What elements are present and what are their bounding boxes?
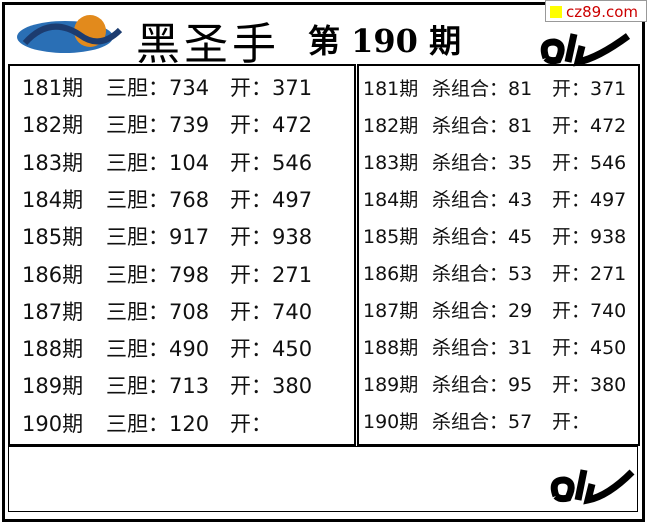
period: 184期 (363, 189, 419, 211)
draw-result: 开：740 (552, 300, 627, 322)
draw-result: 开：938 (230, 225, 313, 250)
draw-result: 开：371 (230, 76, 313, 100)
left-panel (8, 64, 356, 446)
draw-result: 开：740 (230, 299, 313, 324)
pick-three: 三胆：120 (106, 411, 210, 436)
period: 184期 (22, 187, 84, 212)
pick-three: 三胆：734 (106, 76, 210, 100)
kill-combo: 杀组合：45 (432, 226, 533, 248)
draw-result: 开：497 (230, 187, 313, 212)
draw-result: 开：472 (552, 115, 627, 137)
period: 190期 (22, 411, 84, 436)
period: 186期 (22, 262, 84, 287)
bottom-panel (8, 446, 638, 512)
draw-result: 开：938 (552, 226, 627, 248)
pick-three: 三胆：768 (106, 187, 210, 212)
kill-combo: 杀组合：95 (432, 374, 533, 396)
period: 187期 (22, 299, 84, 324)
period: 183期 (363, 152, 419, 174)
pick-three: 三胆：713 (106, 374, 210, 399)
right-panel (357, 64, 640, 446)
kill-combo: 杀组合：57 (432, 411, 533, 433)
period: 189期 (363, 374, 419, 396)
period: 181期 (22, 76, 84, 100)
signature-stroke (550, 469, 635, 505)
signature-stroke (540, 33, 631, 67)
period: 186期 (363, 263, 419, 285)
draw-result: 开：450 (230, 337, 313, 362)
kill-combo: 杀组合：81 (432, 115, 533, 137)
pick-three: 三胆：917 (106, 225, 210, 250)
logo (17, 15, 123, 53)
title: 黑圣手 (136, 19, 280, 70)
kill-combo: 杀组合：29 (432, 300, 533, 322)
issue: 第 190 期 (308, 22, 462, 60)
period: 188期 (363, 337, 419, 359)
kill-combo: 杀组合：53 (432, 263, 533, 285)
draw-result: 开：380 (552, 374, 627, 396)
draw-result: 开：546 (230, 150, 313, 175)
period: 189期 (22, 374, 84, 399)
kill-combo: 杀组合：31 (432, 337, 533, 359)
draw-result: 开：472 (230, 113, 313, 138)
draw-result: 开：450 (552, 337, 627, 359)
watermark: cz89.com (545, 0, 647, 22)
draw-result: 开：380 (230, 374, 313, 399)
pick-three: 三胆：490 (106, 337, 210, 362)
draw-result: 开：271 (230, 262, 313, 287)
kill-combo: 杀组合：43 (432, 189, 533, 211)
logo-shape (22, 23, 123, 46)
kill-combo: 杀组合：81 (432, 78, 533, 100)
watermark-icon (550, 6, 562, 18)
period: 190期 (363, 411, 419, 433)
period: 182期 (363, 115, 419, 137)
signature (550, 469, 635, 505)
period: 187期 (363, 300, 419, 322)
period: 185期 (22, 225, 84, 250)
kill-combo: 杀组合：35 (432, 152, 533, 174)
draw-result: 开：546 (552, 152, 627, 174)
draw-result: 开：371 (552, 78, 627, 100)
period: 185期 (363, 226, 419, 248)
draw-result: 开： (552, 411, 591, 433)
period: 183期 (22, 150, 84, 175)
period: 181期 (363, 78, 419, 100)
pick-three: 三胆：798 (106, 262, 210, 287)
signature (540, 33, 631, 67)
watermark-text: cz89.com (566, 3, 639, 21)
pick-three: 三胆：708 (106, 299, 210, 324)
draw-result: 开：271 (552, 263, 627, 285)
draw-result: 开： (230, 411, 272, 436)
period: 188期 (22, 337, 84, 362)
draw-result: 开：497 (552, 189, 627, 211)
pick-three: 三胆：739 (106, 113, 210, 138)
period: 182期 (22, 113, 84, 138)
pick-three: 三胆：104 (106, 150, 210, 175)
